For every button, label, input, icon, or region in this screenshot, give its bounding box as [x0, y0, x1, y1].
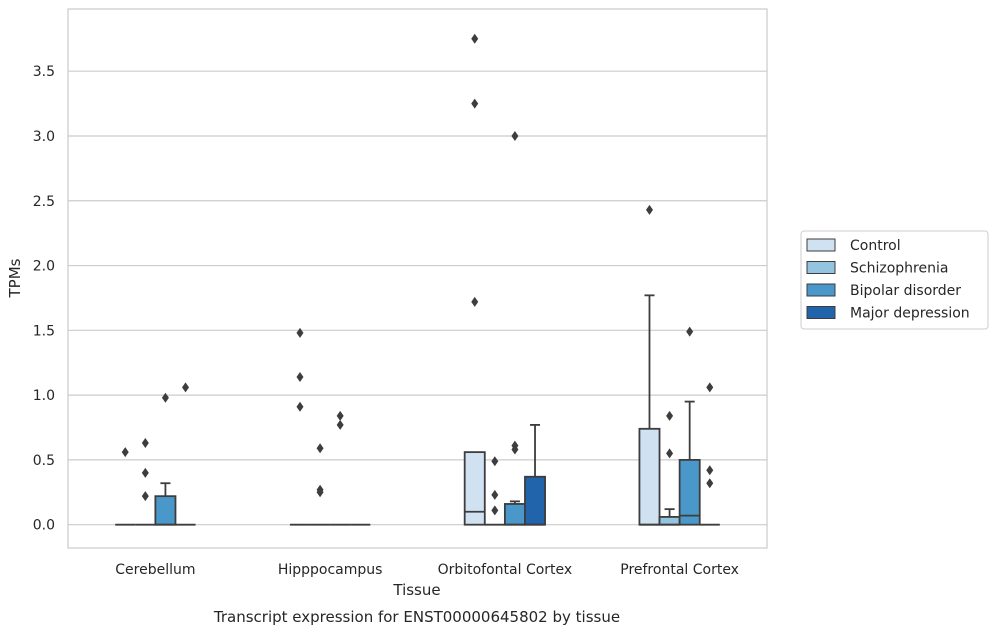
outlier-point: [706, 465, 714, 476]
outlier-point: [296, 371, 304, 382]
box-bipolar-disorder: [678, 326, 701, 526]
outlier-point: [511, 444, 519, 455]
box-body: [463, 451, 486, 526]
outlier-point: [336, 410, 344, 421]
box-control: [463, 33, 486, 526]
legend-swatch: [806, 306, 836, 319]
outlier-point: [316, 443, 324, 454]
box-body: [638, 427, 661, 526]
outlier-point: [706, 382, 714, 393]
outlier-point: [491, 489, 499, 500]
outlier-point: [666, 448, 674, 459]
outlier-point: [336, 419, 344, 430]
x-tick-label: Prefrontal Cortex: [620, 562, 739, 578]
y-tick-label: 3.5: [33, 64, 55, 80]
box-bipolar-disorder: [503, 130, 526, 526]
y-tick-labels: 0.0 0.5 1.0 1.5 2.0 2.5 3.0 3.5: [33, 64, 55, 533]
box-bipolar-disorder: [330, 410, 351, 526]
box-control: [115, 447, 136, 526]
outlier-point: [471, 33, 479, 44]
outlier-point: [316, 487, 324, 498]
outlier-point: [161, 392, 169, 403]
outlier-point: [686, 326, 694, 337]
box-control: [289, 327, 311, 526]
y-tick-label: 1.0: [33, 388, 55, 404]
outlier-point: [491, 456, 499, 467]
box-schizophrenia: [135, 438, 156, 526]
y-tick-label: 2.0: [33, 259, 55, 275]
legend-label: Bipolar disorder: [850, 283, 961, 299]
outlier-point: [296, 401, 304, 412]
outlier-point: [471, 296, 479, 307]
outlier-point: [491, 505, 499, 516]
box-schizophrenia: [310, 443, 331, 526]
box-body: [658, 516, 681, 526]
y-tick-label: 0.5: [33, 453, 55, 469]
outlier-point: [706, 478, 714, 489]
legend-label: Major depression: [850, 306, 970, 322]
y-tick-label: 0.0: [33, 518, 55, 534]
box-schizophrenia: [484, 456, 505, 526]
x-tick-labels: Cerebellum Hipppocampus Orbitofontal Corte…: [115, 562, 739, 578]
outlier-point: [645, 204, 653, 215]
box-bipolar-disorder: [154, 392, 177, 526]
legend-swatch: [806, 238, 836, 252]
box-body: [524, 475, 546, 526]
legend-swatch: [806, 283, 836, 297]
legend-box: [800, 230, 989, 330]
outlier-point: [121, 447, 129, 458]
y-axis-label: TPMs: [6, 258, 24, 298]
outlier-point: [471, 98, 479, 109]
box-major-depression: [524, 424, 546, 526]
x-axis-label: Tissue: [392, 581, 440, 599]
chart-title: Transcript expression for ENST0000064580…: [213, 608, 620, 626]
box-body: [154, 495, 177, 526]
x-tick-label: Orbitofontal Cortex: [438, 562, 573, 578]
box-body: [503, 503, 526, 526]
outlier-point: [511, 130, 519, 141]
x-tick-label: Cerebellum: [115, 562, 195, 578]
outlier-point: [182, 382, 190, 393]
legend: Control Schizophrenia Bipolar disorder Majo…: [800, 230, 989, 330]
box-major-depression: [175, 382, 196, 526]
grid-lines: [68, 70, 767, 526]
y-tick-label: 1.5: [33, 323, 55, 339]
box-control: [638, 204, 661, 526]
outlier-point: [666, 410, 674, 421]
x-tick-label: Hipppocampus: [278, 562, 383, 578]
outlier-point: [296, 327, 304, 338]
plot-area: [115, 33, 720, 526]
outlier-point: [141, 491, 149, 502]
outlier-point: [141, 438, 149, 449]
legend-swatch: [806, 261, 836, 274]
legend-label: Control: [850, 238, 901, 254]
y-tick-label: 2.5: [33, 194, 55, 210]
outlier-point: [141, 467, 149, 478]
box-schizophrenia: [658, 410, 681, 526]
y-tick-label: 3.0: [33, 129, 55, 145]
box-major-depression: [699, 382, 720, 526]
axes-frame: [67, 8, 768, 549]
box-body: [678, 458, 701, 526]
legend-label: Schizophrenia: [850, 261, 948, 277]
